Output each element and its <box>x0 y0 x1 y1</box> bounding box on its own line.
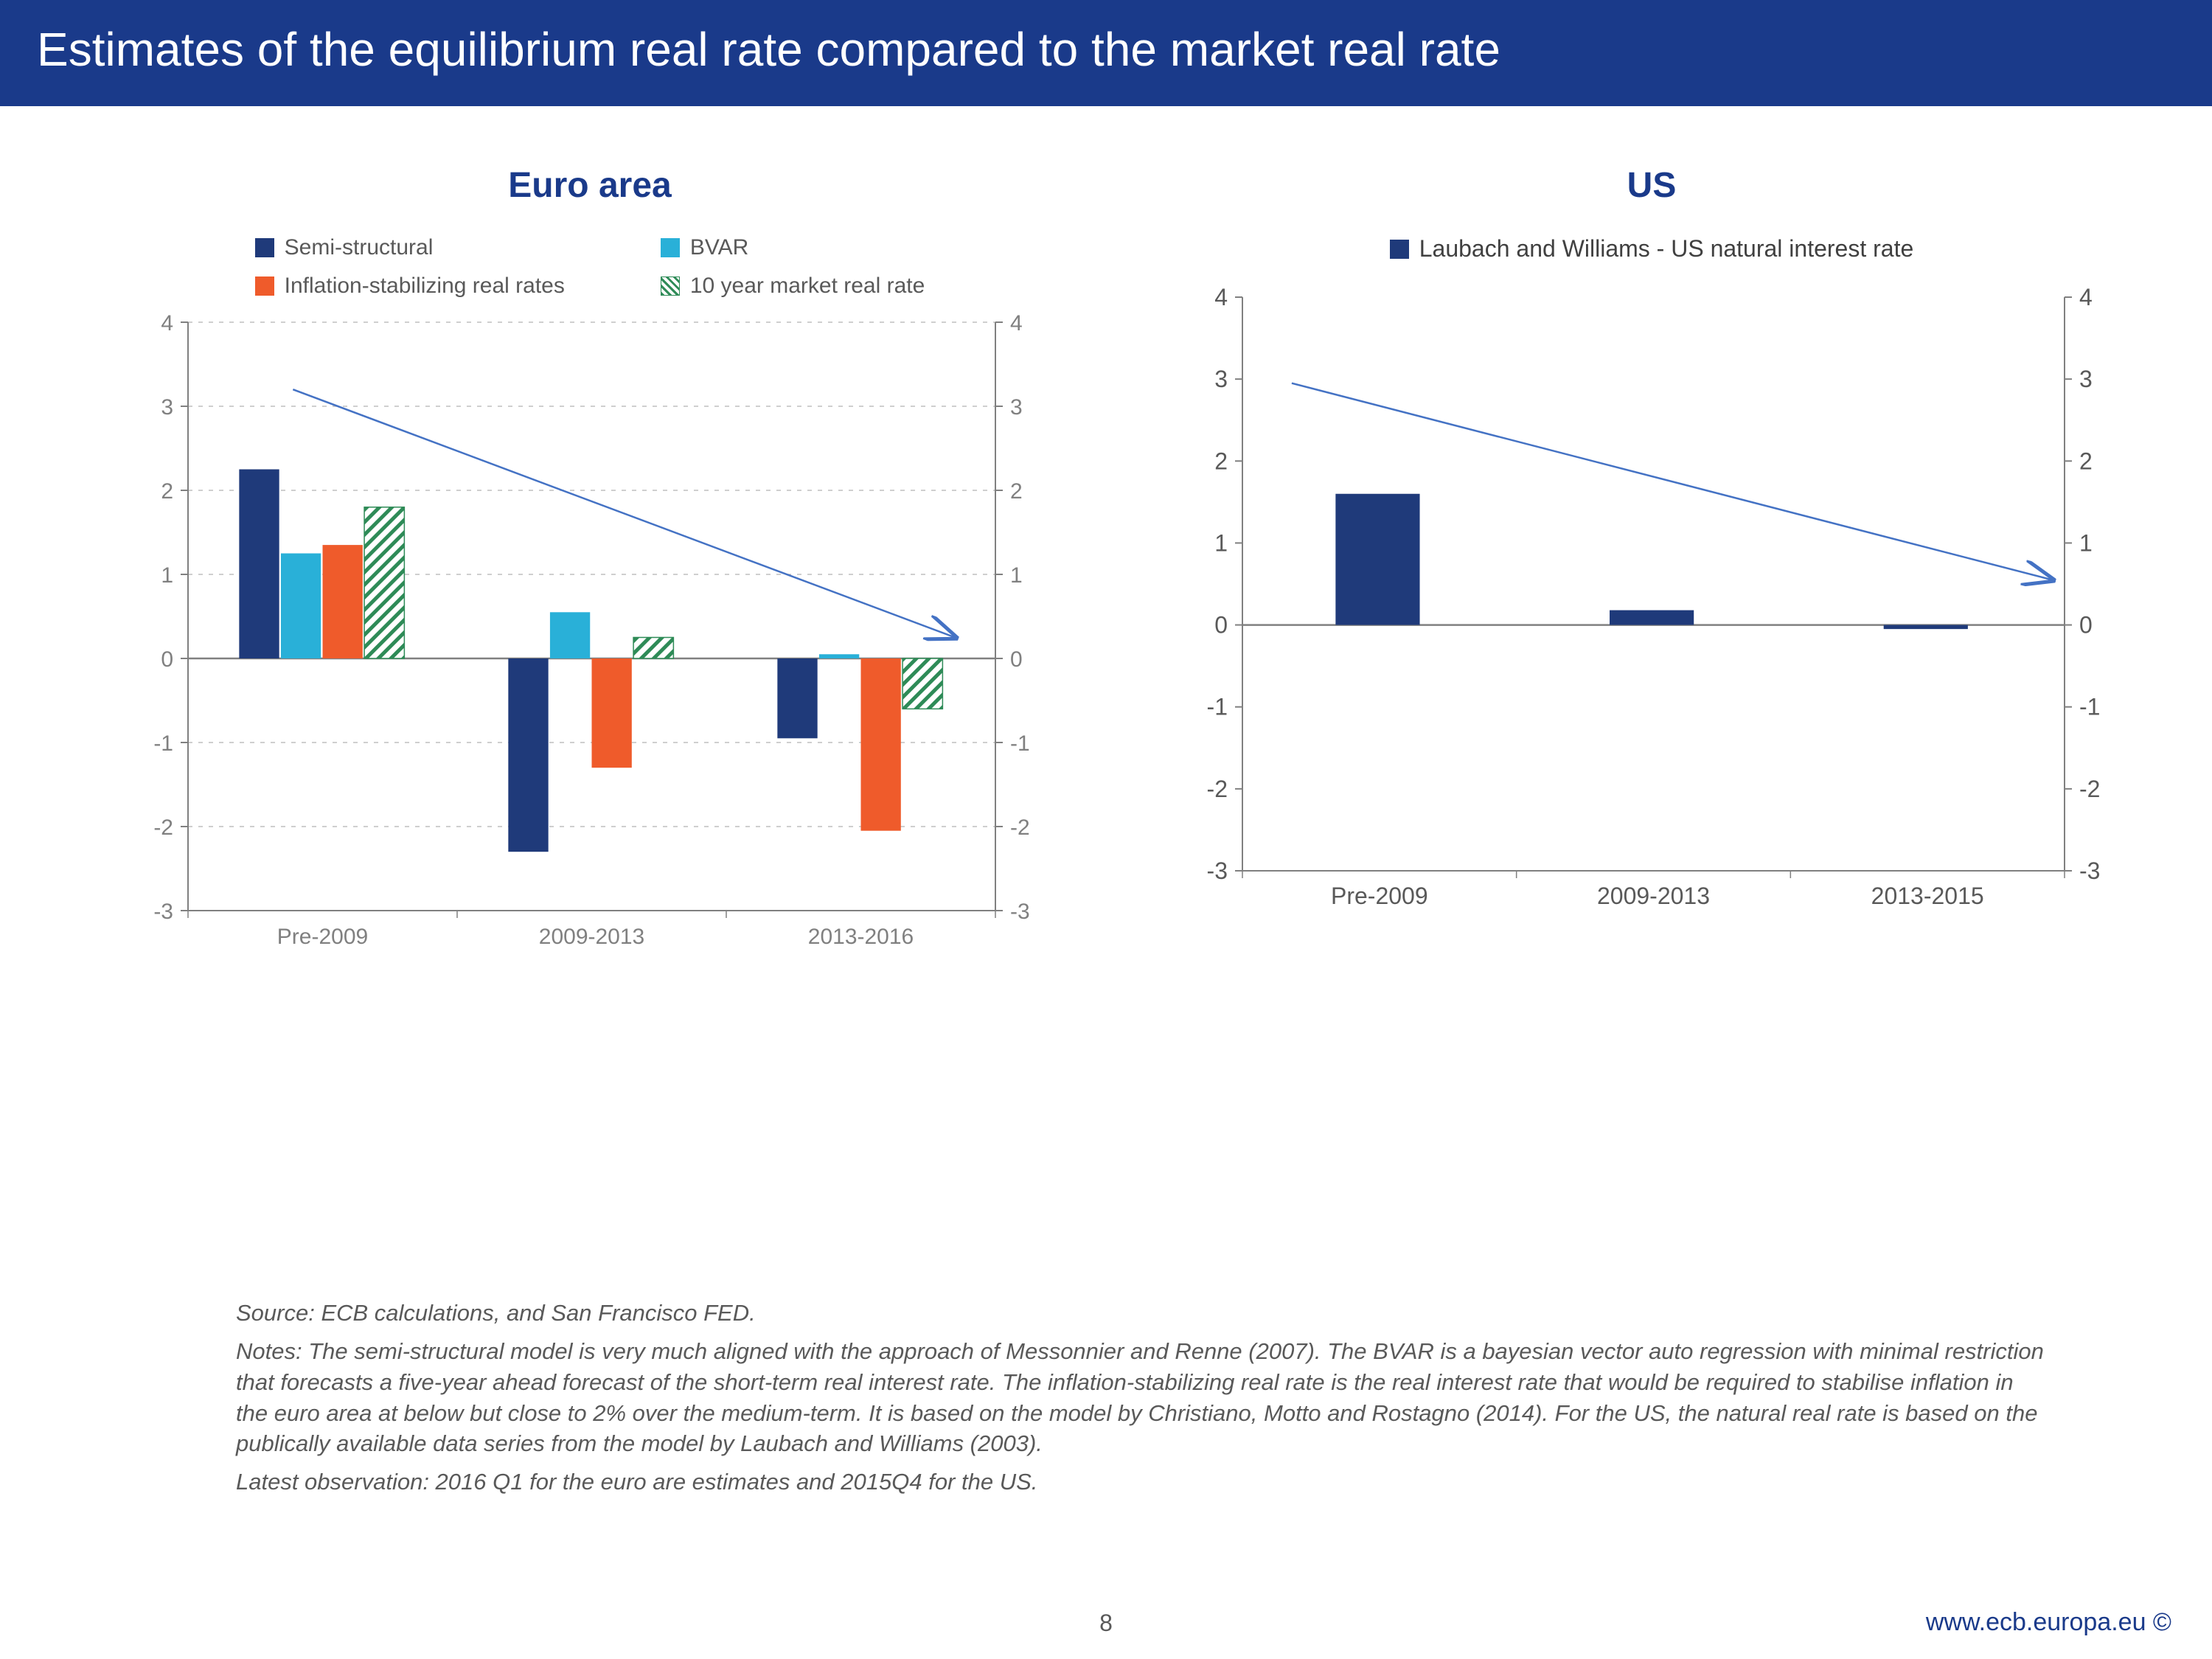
legend-item-inflation-stabilizing: Inflation-stabilizing real rates <box>255 274 565 299</box>
svg-text:-3: -3 <box>1207 858 1228 884</box>
legend-item-laubach-williams: Laubach and Williams - US natural intere… <box>1390 235 1914 262</box>
svg-text:Pre-2009: Pre-2009 <box>1331 883 1428 909</box>
chart-euro: -3 -3 -2 -2 -1 -1 0 0 1 1 2 2 3 3 4 4 Pre-2009 2009-2013 2… <box>133 313 1047 955</box>
legend-swatch <box>661 276 680 296</box>
svg-text:-3: -3 <box>153 900 173 924</box>
notes-body: Notes: The semi-structural model is very… <box>236 1336 2050 1459</box>
footer-page: 8 <box>0 1610 2212 1637</box>
svg-text:0: 0 <box>1010 647 1023 672</box>
svg-text:1: 1 <box>1010 563 1023 588</box>
legend-label: Semi-structural <box>285 235 434 260</box>
svg-text:2: 2 <box>161 479 173 504</box>
svg-text:-3: -3 <box>1010 900 1030 924</box>
svg-text:-1: -1 <box>1207 694 1228 720</box>
chart-us: -3 -3 -2 -2 -1 -1 0 0 1 1 2 2 3 3 4 4 Pre-2009 2009-2013 2… <box>1187 288 2116 915</box>
svg-text:-1: -1 <box>153 731 173 756</box>
legend-swatch <box>255 276 274 296</box>
footer-site: www.ecb.europa.eu © <box>1926 1608 2171 1637</box>
legend-swatch <box>661 238 680 257</box>
svg-text:4: 4 <box>161 313 173 335</box>
svg-text:2009-2013: 2009-2013 <box>1597 883 1710 909</box>
svg-text:4: 4 <box>2079 288 2093 310</box>
svg-text:4: 4 <box>1214 288 1228 310</box>
svg-text:3: 3 <box>1214 366 1228 392</box>
notes-source: Source: ECB calculations, and San Franci… <box>236 1298 2050 1329</box>
svg-text:3: 3 <box>161 395 173 420</box>
charts-row: Euro area Semi-structural BVAR Inflation… <box>0 106 2212 955</box>
panel-us-title: US <box>1627 165 1677 206</box>
legend-label: BVAR <box>690 235 748 260</box>
svg-text:2: 2 <box>2079 448 2093 474</box>
svg-text:2: 2 <box>1010 479 1023 504</box>
svg-text:3: 3 <box>1010 395 1023 420</box>
notes-latest: Latest observation: 2016 Q1 for the euro… <box>236 1467 2050 1498</box>
svg-text:2013-2015: 2013-2015 <box>1871 883 1984 909</box>
svg-text:0: 0 <box>1214 612 1228 639</box>
legend-label: Inflation-stabilizing real rates <box>285 274 565 299</box>
svg-text:2013-2016: 2013-2016 <box>808 925 914 949</box>
legend-swatch <box>1390 240 1409 259</box>
svg-text:-2: -2 <box>153 815 173 840</box>
svg-text:1: 1 <box>161 563 173 588</box>
svg-text:1: 1 <box>1214 529 1228 556</box>
slide-title: Estimates of the equilibrium real rate c… <box>0 0 2212 106</box>
svg-text:1: 1 <box>2079 529 2093 556</box>
legend-us: Laubach and Williams - US natural intere… <box>1390 235 1914 262</box>
svg-text:-2: -2 <box>1207 776 1228 802</box>
panel-euro: Euro area Semi-structural BVAR Inflation… <box>88 165 1091 955</box>
legend-euro: Semi-structural BVAR Inflation-stabilizi… <box>255 235 925 299</box>
svg-text:-2: -2 <box>2079 776 2100 802</box>
svg-text:-1: -1 <box>2079 694 2100 720</box>
panel-euro-title: Euro area <box>508 165 671 206</box>
legend-item-bvar: BVAR <box>661 235 925 260</box>
legend-swatch <box>255 238 274 257</box>
svg-text:0: 0 <box>161 647 173 672</box>
svg-text:2009-2013: 2009-2013 <box>539 925 644 949</box>
svg-text:2: 2 <box>1214 448 1228 474</box>
panel-us: US Laubach and Williams - US natural int… <box>1150 165 2153 955</box>
notes: Source: ECB calculations, and San Franci… <box>236 1298 2050 1505</box>
legend-label: 10 year market real rate <box>690 274 925 299</box>
svg-text:-1: -1 <box>1010 731 1030 756</box>
svg-text:-3: -3 <box>2079 858 2100 884</box>
legend-item-semi-structural: Semi-structural <box>255 235 565 260</box>
svg-text:3: 3 <box>2079 366 2093 392</box>
legend-item-10y-market: 10 year market real rate <box>661 274 925 299</box>
svg-text:-2: -2 <box>1010 815 1030 840</box>
svg-text:Pre-2009: Pre-2009 <box>277 925 368 949</box>
legend-label: Laubach and Williams - US natural intere… <box>1419 235 1914 262</box>
svg-text:4: 4 <box>1010 313 1023 335</box>
svg-text:0: 0 <box>2079 612 2093 639</box>
